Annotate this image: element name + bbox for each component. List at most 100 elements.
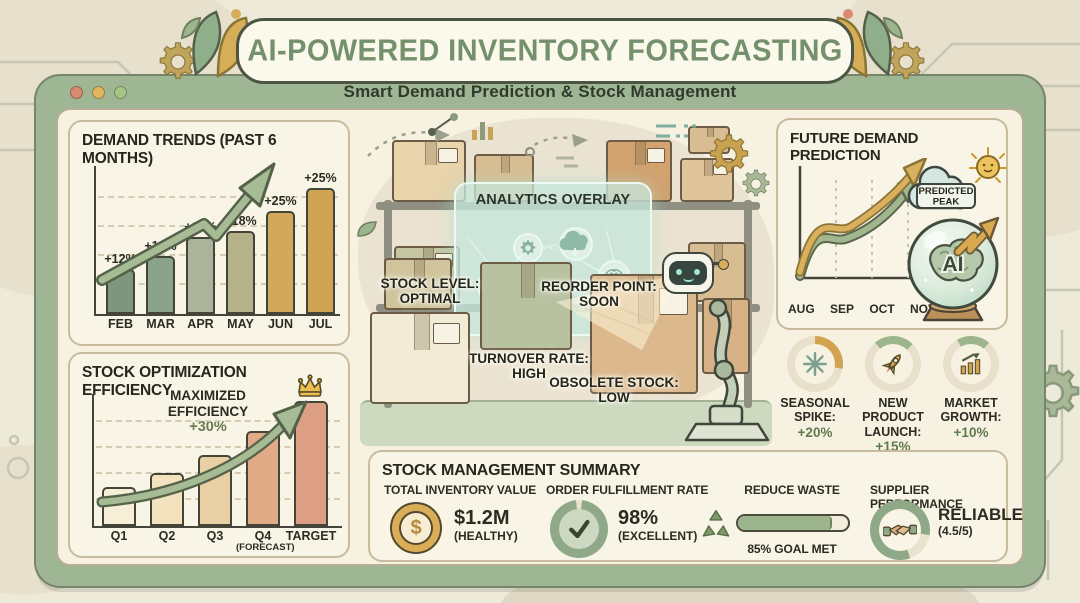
teal-dashes-decor bbox=[656, 124, 696, 138]
future-month-label: OCT bbox=[869, 302, 895, 316]
waste-progress-fill bbox=[738, 516, 832, 530]
cardboard-box bbox=[384, 258, 452, 310]
leaf-decor bbox=[357, 221, 377, 237]
growth-factors-row: SEASONAL SPIKE: +20% bbox=[776, 336, 1016, 454]
axis-category-label: APR bbox=[187, 317, 214, 331]
robot-arm bbox=[684, 298, 770, 442]
axis-category-label: FEB bbox=[108, 317, 133, 331]
recycle-icon bbox=[702, 510, 730, 537]
handshake-icon bbox=[870, 500, 930, 560]
crown-icon bbox=[294, 374, 326, 400]
future-prediction-card: FUTURE DEMAND PREDICTION AUG SEP OCT NOV bbox=[776, 118, 1008, 330]
seasonal-spike-value: +20% bbox=[797, 424, 833, 440]
stock-efficiency-card: STOCK OPTIMIZATION EFFICIENCY MAXIMIZED … bbox=[68, 352, 350, 558]
robot-antenna bbox=[712, 259, 729, 270]
growth-chart-icon bbox=[943, 336, 999, 392]
dollar-symbol: $ bbox=[410, 516, 422, 539]
gear-icon bbox=[740, 168, 772, 200]
bar-jul bbox=[306, 188, 335, 314]
gridline bbox=[98, 196, 338, 198]
snowflake-icon bbox=[787, 336, 843, 392]
axis-category-label: JUN bbox=[267, 317, 293, 331]
demand-trends-card: DEMAND TRENDS (PAST 6 MONTHS) +12% FEB +12… bbox=[68, 120, 350, 346]
bar-mar bbox=[146, 256, 175, 314]
new-product-donut bbox=[865, 336, 921, 392]
window-titlebar: Smart Demand Prediction & Stock Manageme… bbox=[36, 76, 1044, 108]
mini-bars-decor bbox=[472, 122, 493, 140]
cloud-label-line1: PREDICTED bbox=[919, 186, 974, 197]
bar-value-label: +25% bbox=[264, 194, 297, 208]
obsolete-stock-tag: OBSOLETE STOCK: LOW bbox=[549, 375, 679, 406]
handshake-gauge-icon bbox=[870, 500, 930, 560]
future-prediction-title: FUTURE DEMAND PREDICTION bbox=[790, 130, 919, 164]
title-banner: AI-POWERED INVENTORY FORECASTING bbox=[236, 18, 854, 84]
tick-marks-decor bbox=[556, 156, 578, 168]
gridline bbox=[98, 283, 338, 285]
robot-head bbox=[662, 252, 729, 294]
cloud-label-line2: PEAK bbox=[933, 197, 960, 208]
axis-category-label: Q4 (FORECAST) bbox=[236, 529, 295, 554]
future-month-label: SEP bbox=[829, 302, 854, 316]
axis-category-label: Q2 bbox=[158, 529, 176, 543]
dashed-arrow-decor bbox=[367, 128, 450, 157]
new-product-factor: NEW PRODUCT LAUNCH: +15% bbox=[854, 336, 932, 454]
fulfillment-rate-name: ORDER FULFILLMENT RATE bbox=[546, 483, 709, 497]
summary-title: STOCK MANAGEMENT SUMMARY bbox=[382, 462, 641, 479]
bar-may bbox=[226, 231, 255, 314]
axis-category-label: Q3 bbox=[206, 529, 224, 543]
sun-icon bbox=[969, 147, 1007, 183]
robot-face bbox=[669, 261, 707, 285]
page-title: AI-POWERED INVENTORY FORECASTING bbox=[247, 33, 843, 68]
axis-category-label: MAY bbox=[227, 317, 254, 331]
app-window: Smart Demand Prediction & Stock Manageme… bbox=[36, 76, 1044, 586]
stock-level-tag: STOCK LEVEL: OPTIMAL bbox=[380, 276, 480, 307]
inventory-value: $1.2M (HEALTHY) bbox=[454, 507, 518, 544]
scanner-beam bbox=[556, 274, 680, 350]
supplier-performance-value: RELIABLE (4.5/5) bbox=[938, 505, 1023, 538]
cloud-icon bbox=[559, 230, 588, 257]
bar-value-label: +25% bbox=[304, 171, 337, 185]
stock-efficiency-title: STOCK OPTIMIZATION EFFICIENCY bbox=[82, 364, 247, 399]
efficiency-arrow bbox=[96, 400, 308, 508]
seasonal-spike-donut bbox=[787, 336, 843, 392]
future-prediction-chart bbox=[795, 158, 934, 281]
page-subtitle: Smart Demand Prediction & Stock Manageme… bbox=[343, 82, 737, 101]
gridline bbox=[96, 446, 340, 448]
bar-jun bbox=[266, 211, 295, 314]
waste-progress-bar bbox=[736, 514, 850, 532]
gridline bbox=[96, 420, 340, 422]
check-donut-icon bbox=[550, 500, 608, 558]
dollar-coin-icon: $ bbox=[390, 502, 442, 554]
bar-target bbox=[294, 401, 328, 526]
market-growth-donut bbox=[943, 336, 999, 392]
predicted-peak-cloud: PREDICTED PEAK bbox=[907, 147, 1007, 210]
fulfillment-rate-value: 98% (EXCELLENT) bbox=[618, 507, 698, 544]
analytics-overlay-title: ANALYTICS OVERLAY bbox=[475, 192, 631, 208]
window-maximize-dot[interactable] bbox=[114, 86, 127, 99]
summary-card: STOCK MANAGEMENT SUMMARY TOTAL INVENTORY… bbox=[368, 450, 1023, 562]
seasonal-spike-factor: SEASONAL SPIKE: +20% bbox=[776, 336, 854, 440]
bar-apr bbox=[186, 237, 215, 314]
inventory-value-name: TOTAL INVENTORY VALUE bbox=[384, 483, 537, 497]
window-content: DEMAND TRENDS (PAST 6 MONTHS) +12% FEB +12… bbox=[56, 108, 1024, 566]
turnover-rate-tag: TURNOVER RATE: HIGH bbox=[469, 351, 589, 382]
market-growth-factor: MARKET GROWTH: +10% bbox=[932, 336, 1010, 440]
gridline bbox=[98, 254, 338, 256]
future-month-label: AUG bbox=[788, 302, 815, 316]
axis-category-label: Q1 bbox=[110, 529, 128, 543]
warehouse-scene: ANALYTICS OVERLAY bbox=[357, 112, 774, 448]
stock-efficiency-chart: Q1 Q2 Q3 Q4 (FORECAST) TARGET bbox=[92, 394, 342, 553]
demand-trends-title: DEMAND TRENDS (PAST 6 MONTHS) bbox=[82, 132, 277, 167]
window-close-dot[interactable] bbox=[70, 86, 83, 99]
node-dots-decor bbox=[428, 113, 458, 136]
efficiency-annotation: MAXIMIZED EFFICIENCY +30% bbox=[167, 388, 249, 436]
ai-crystal-ball: AI bbox=[907, 216, 1000, 322]
reorder-point-tag: REORDER POINT: SOON bbox=[541, 279, 657, 310]
cardboard-box bbox=[392, 140, 466, 202]
cardboard-box bbox=[480, 262, 572, 350]
axis-category-label: TARGET bbox=[285, 529, 337, 543]
axis-category-label: JUL bbox=[308, 317, 333, 331]
window-minimize-dot[interactable] bbox=[92, 86, 105, 99]
dashed-arrow-decor bbox=[525, 134, 588, 156]
